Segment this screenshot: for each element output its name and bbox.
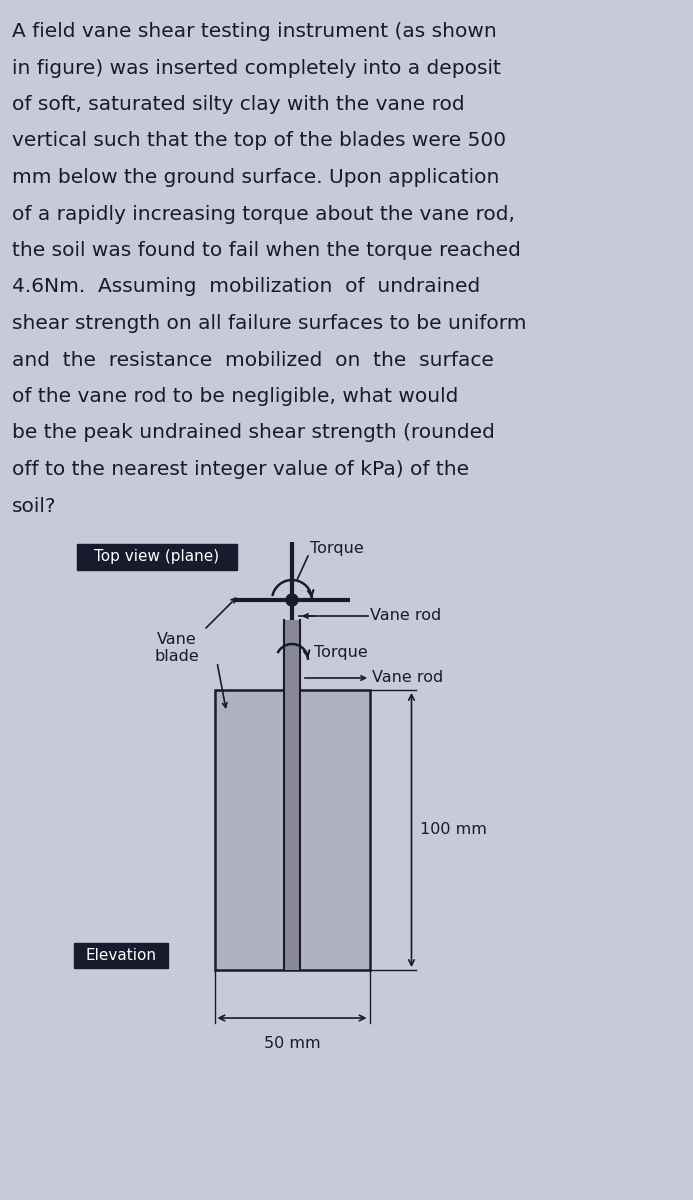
Text: Vane
blade: Vane blade [155, 632, 200, 665]
Text: in figure) was inserted completely into a deposit: in figure) was inserted completely into … [12, 59, 501, 78]
Text: soil?: soil? [12, 497, 57, 516]
Bar [215, 690, 369, 970]
Text: Vane rod: Vane rod [370, 608, 441, 624]
FancyBboxPatch shape [74, 943, 168, 968]
Bar [284, 620, 300, 970]
Text: 100 mm: 100 mm [419, 822, 486, 838]
Text: of soft, saturated silty clay with the vane rod: of soft, saturated silty clay with the v… [12, 95, 464, 114]
Text: shear strength on all failure surfaces to be uniform: shear strength on all failure surfaces t… [12, 314, 527, 332]
FancyBboxPatch shape [77, 544, 237, 570]
Text: vertical such that the top of the blades were 500: vertical such that the top of the blades… [12, 132, 506, 150]
Text: 50 mm: 50 mm [264, 1036, 320, 1051]
Text: 4.6Nm.  Assuming  mobilization  of  undrained: 4.6Nm. Assuming mobilization of undraine… [12, 277, 480, 296]
Text: Top view (plane): Top view (plane) [94, 550, 220, 564]
Circle shape [286, 594, 298, 606]
Text: and  the  resistance  mobilized  on  the  surface: and the resistance mobilized on the surf… [12, 350, 494, 370]
Text: Torque: Torque [314, 644, 368, 660]
Text: Vane rod: Vane rod [372, 671, 444, 685]
Text: off to the nearest integer value of kPa) of the: off to the nearest integer value of kPa)… [12, 460, 469, 479]
Text: Elevation: Elevation [85, 948, 157, 962]
Text: Torque: Torque [310, 540, 364, 556]
Text: of a rapidly increasing torque about the vane rod,: of a rapidly increasing torque about the… [12, 204, 515, 223]
Text: the soil was found to fail when the torque reached: the soil was found to fail when the torq… [12, 241, 521, 260]
Text: of the vane rod to be negligible, what would: of the vane rod to be negligible, what w… [12, 386, 458, 406]
Text: A field vane shear testing instrument (as shown: A field vane shear testing instrument (a… [12, 22, 497, 41]
Text: mm below the ground surface. Upon application: mm below the ground surface. Upon applic… [12, 168, 500, 187]
Text: be the peak undrained shear strength (rounded: be the peak undrained shear strength (ro… [12, 424, 495, 443]
